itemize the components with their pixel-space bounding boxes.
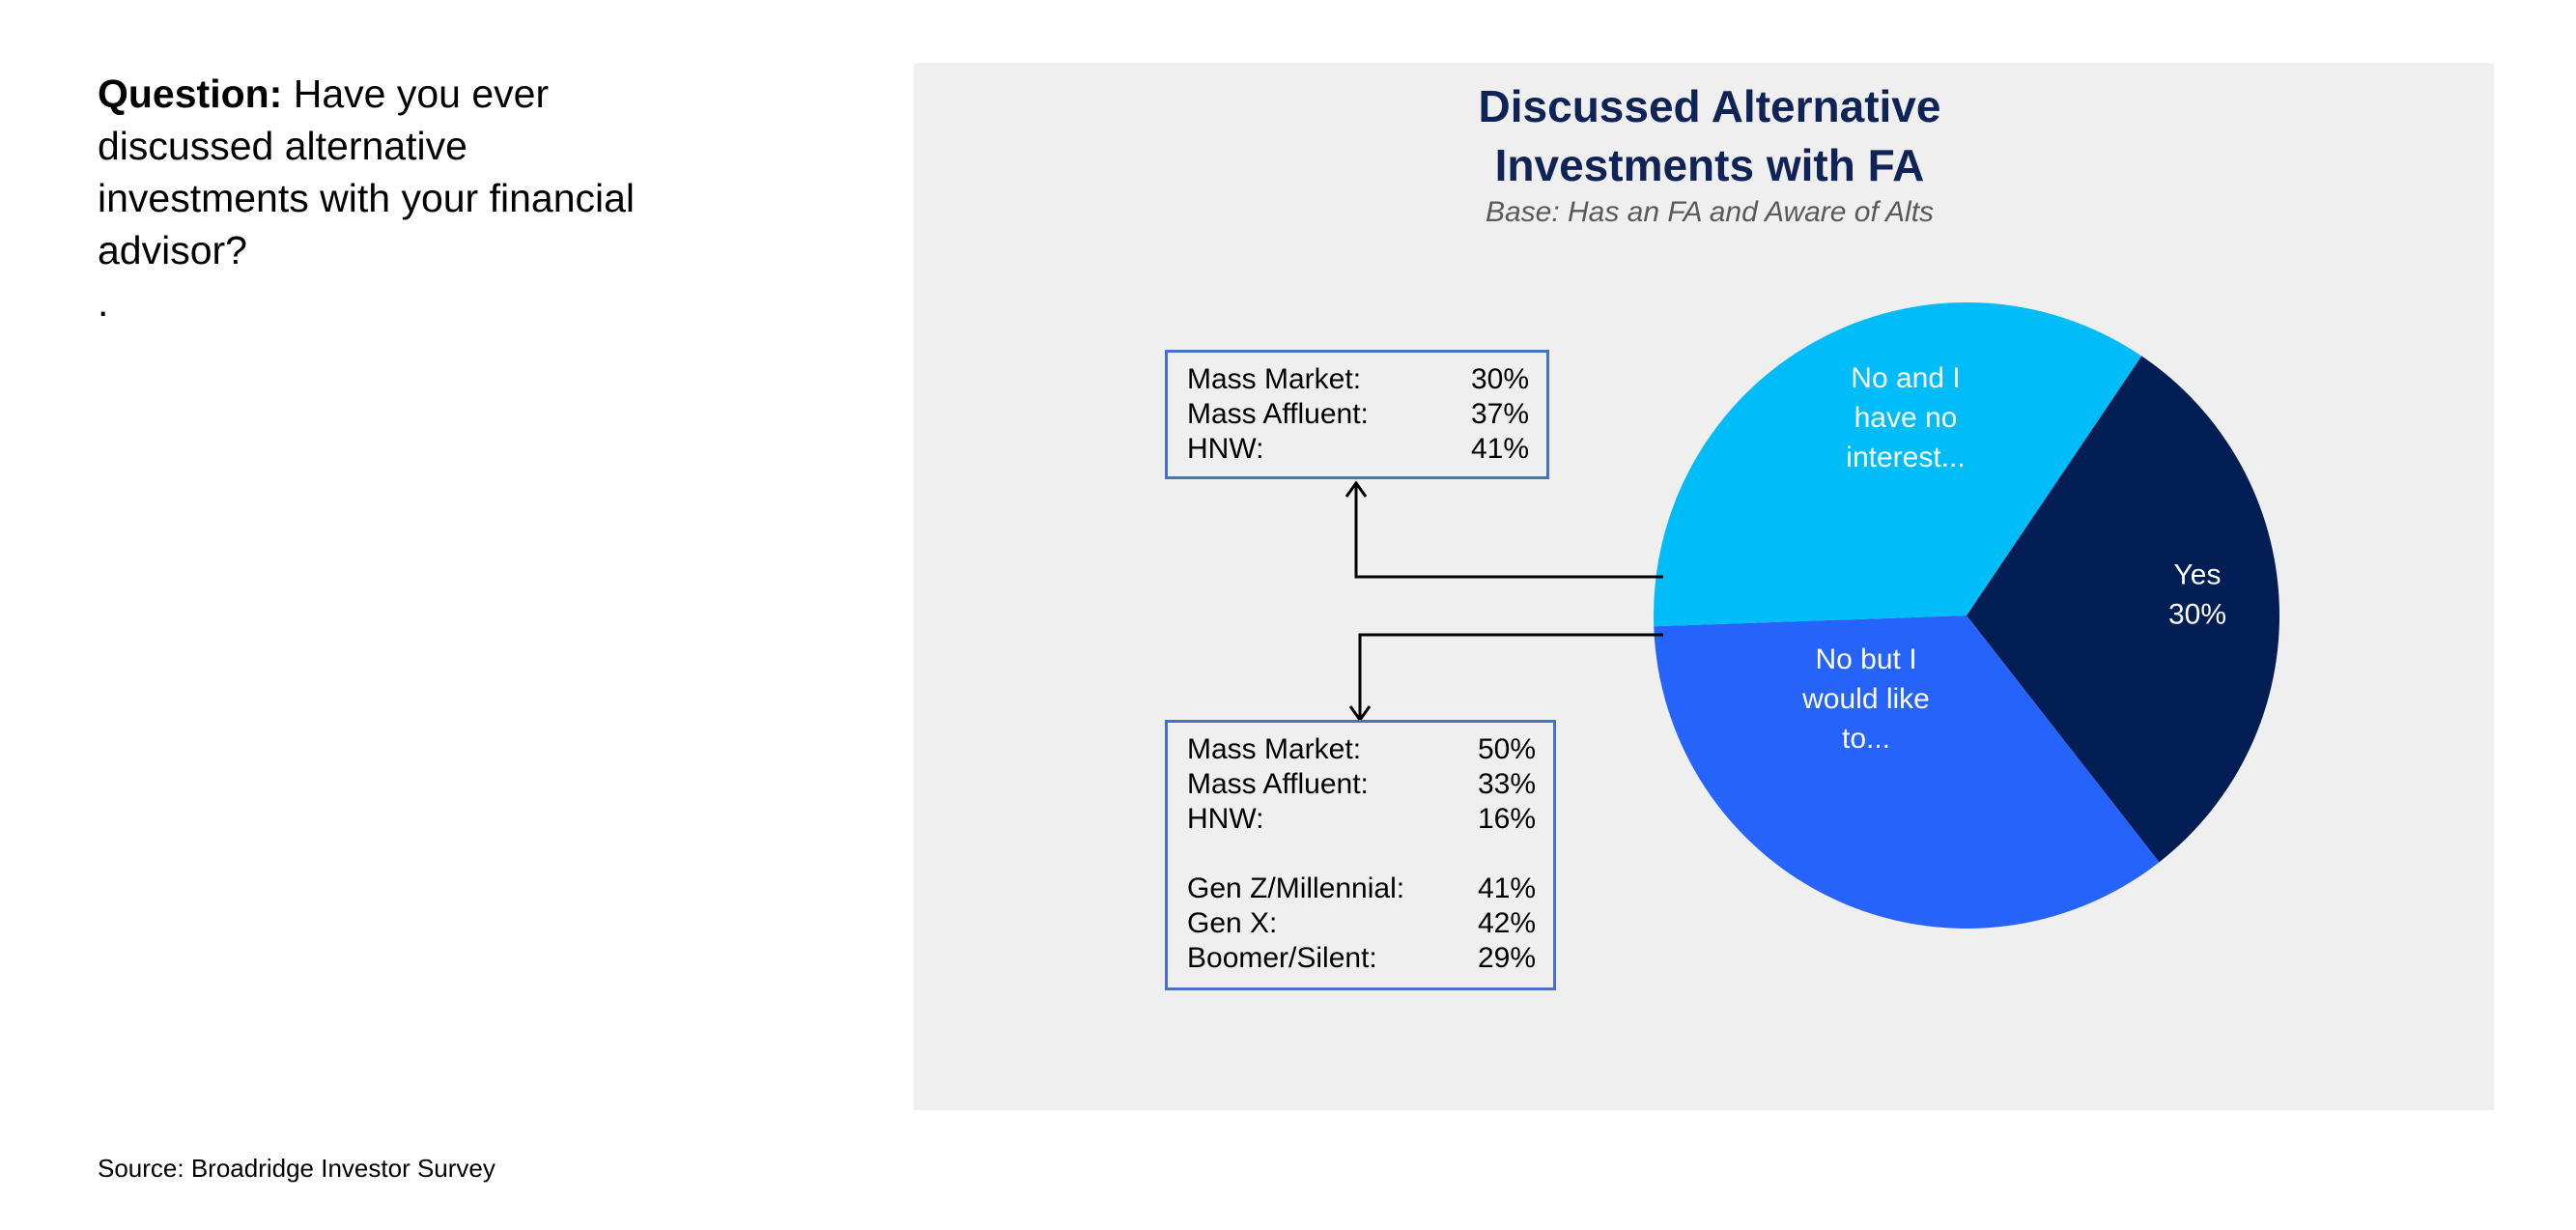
- callout-row-value: 29%: [1477, 942, 1536, 974]
- arrow-head-top: [1345, 480, 1368, 498]
- callout-row-label: Gen X:: [1187, 907, 1278, 939]
- callout-bottom-row-0-2: HNW: 16%: [1187, 802, 1536, 837]
- callout-row-value: 50%: [1477, 733, 1536, 765]
- chart-title-line-1: Discussed Alternative: [1478, 81, 1941, 131]
- callout-row-value: 33%: [1477, 768, 1536, 800]
- callout-top-row-2: HNW: 41%: [1187, 432, 1529, 467]
- source-note: Source: Broadridge Investor Survey: [98, 1154, 495, 1183]
- pie-slice-label-0: Yes 30%: [2168, 559, 2226, 631]
- callout-row-value: 37%: [1470, 398, 1529, 430]
- callout-top-row-1: Mass Affluent: 37%: [1187, 397, 1529, 432]
- callout-row-label: Gen Z/Millennial:: [1187, 872, 1405, 904]
- connector-bottom: [1358, 633, 1663, 718]
- callout-row-value: 42%: [1477, 907, 1536, 939]
- chart-subtitle: Base: Has an FA and Aware of Alts: [1485, 196, 1935, 228]
- callout-row-label: HNW:: [1187, 433, 1264, 465]
- callout-row-value: 30%: [1470, 363, 1529, 395]
- callout-bottom-row-0-1: Mass Affluent: 33%: [1187, 767, 1536, 802]
- callout-bottom-row-1-2: Boomer/Silent: 29%: [1187, 941, 1536, 976]
- callout-top-row-0: Mass Market: 30%: [1187, 362, 1529, 397]
- callout-row-label: HNW:: [1187, 803, 1264, 835]
- connector-top: [1354, 485, 1663, 579]
- question-body: Have you ever discussed alternative inve…: [98, 72, 636, 272]
- callout-row-label: Mass Market:: [1187, 363, 1362, 395]
- callout-row-label: Mass Affluent:: [1187, 398, 1369, 430]
- chart-title-line-2: Investments with FA: [1494, 140, 1925, 190]
- callout-would-like-breakdown: Mass Market: 50% Mass Affluent: 33% HNW: 16% G…: [1165, 720, 1556, 990]
- question-label: Question:: [98, 72, 283, 116]
- callout-row-label: Mass Market:: [1187, 733, 1362, 765]
- pie-slice-2: [1654, 301, 2142, 627]
- pie-slice-1: [1654, 615, 2160, 930]
- callout-row-label: Boomer/Silent:: [1187, 942, 1377, 974]
- callout-row-value: 41%: [1477, 872, 1536, 904]
- callout-group-spacer: [1187, 837, 1536, 872]
- callout-bottom-row-1-1: Gen X: 42%: [1187, 906, 1536, 941]
- callout-row-label: Mass Affluent:: [1187, 768, 1369, 800]
- callout-row-value: 16%: [1477, 803, 1536, 835]
- pie-slices: [1654, 301, 2279, 930]
- callout-interest-breakdown: Mass Market: 30% Mass Affluent: 37% HNW: 41%: [1165, 350, 1549, 479]
- question-trailing: .: [98, 280, 109, 325]
- pie-slice-0: [1967, 356, 2279, 863]
- chart-title: Discussed Alternative Investments with F…: [1256, 77, 2164, 195]
- callout-bottom-row-1-0: Gen Z/Millennial: 41%: [1187, 872, 1536, 906]
- callout-bottom-row-0-0: Mass Market: 50%: [1187, 732, 1536, 767]
- question-text: Question: Have you ever discussed altern…: [98, 68, 638, 329]
- callout-connectors: [1345, 480, 1663, 723]
- callout-row-value: 41%: [1470, 433, 1529, 465]
